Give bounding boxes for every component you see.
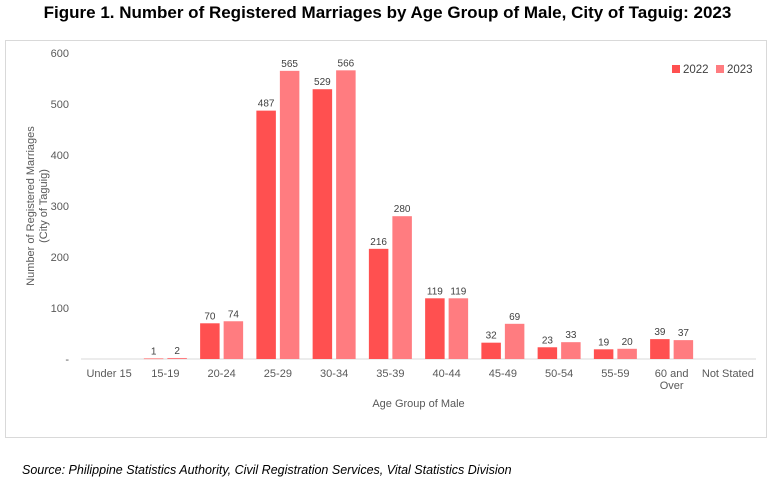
y-tick-label: 200: [51, 252, 69, 264]
bar-2023: [617, 348, 637, 359]
data-label: 119: [450, 286, 466, 297]
data-label: 20: [622, 337, 634, 348]
x-tick-label: 55-59: [601, 368, 629, 380]
bar-2023: [336, 70, 356, 359]
bar-2022: [481, 342, 501, 359]
y-tick-label: 500: [51, 99, 69, 111]
bar-2023: [504, 323, 525, 359]
chart-area: - 100 200 300 400 500 600 Under 15 1 2 15-19 70 74 20…: [5, 40, 767, 438]
data-label: 19: [598, 337, 610, 348]
x-tick-label: 35-39: [376, 368, 404, 380]
data-label: 566: [338, 58, 355, 69]
data-label: 529: [314, 77, 331, 88]
legend-label: 2023: [727, 64, 753, 76]
data-label: 216: [370, 237, 387, 248]
bar-2022: [650, 339, 670, 359]
figure-title: Figure 1. Number of Registered Marriages…: [43, 3, 732, 22]
x-tick-label: 25-29: [264, 368, 292, 380]
y-tick-label: 100: [51, 303, 69, 315]
bar-2023: [167, 357, 187, 359]
y-axis-title: (City of Taguig): [38, 169, 50, 243]
y-tick-label: 400: [51, 150, 69, 162]
bar-2023: [392, 216, 412, 359]
bar-2023: [448, 298, 469, 359]
data-label: 74: [228, 309, 240, 320]
x-tick-label: 50-54: [545, 368, 573, 380]
x-tick-label: 45-49: [489, 368, 517, 380]
bar-2023: [223, 321, 244, 359]
y-axis-title: Number of Registered Marriages: [25, 126, 37, 286]
bar-2022: [593, 349, 614, 359]
data-label: 280: [394, 204, 411, 215]
data-label: 119: [427, 286, 443, 297]
data-label: 39: [654, 327, 666, 338]
data-label: 33: [565, 330, 577, 341]
legend-swatch-2023: [716, 65, 724, 73]
x-tick-label: 20-24: [208, 368, 236, 380]
data-label: 37: [678, 328, 690, 339]
data-label: 2: [174, 346, 180, 357]
x-tick-label: Over: [660, 380, 684, 392]
bar-chart: - 100 200 300 400 500 600 Under 15 1 2 15-19 70 74 20…: [25, 48, 756, 410]
data-label: 487: [258, 99, 275, 110]
x-tick-label: Under 15: [86, 368, 131, 380]
bar-2023: [561, 342, 581, 359]
bar-2022: [537, 347, 558, 359]
x-tick-label: 40-44: [433, 368, 461, 380]
legend-label: 2022: [683, 64, 709, 76]
y-tick-label: 600: [51, 48, 69, 60]
x-tick-label: 15-19: [151, 368, 179, 380]
y-tick-label: 300: [51, 201, 69, 213]
y-tick-label: -: [65, 354, 69, 366]
data-label: 69: [509, 312, 521, 323]
bar-2022: [143, 358, 164, 360]
bar-2022: [256, 110, 276, 359]
x-tick-label: Not Stated: [702, 368, 754, 380]
x-axis-title: Age Group of Male: [372, 398, 464, 410]
data-label: 23: [542, 335, 554, 346]
x-tick-label: 60 and: [655, 368, 689, 380]
bar-2023: [673, 340, 694, 359]
data-label: 70: [204, 311, 216, 322]
data-label: 1: [151, 346, 157, 357]
legend-swatch-2022: [672, 65, 680, 73]
data-label: 32: [486, 331, 498, 342]
data-label: 565: [281, 59, 298, 70]
source-note: Source: Philippine Statistics Authority,…: [22, 463, 512, 477]
bar-2023: [279, 70, 300, 359]
bar-2022: [425, 298, 445, 359]
bar-2022: [368, 248, 389, 359]
bar-2022: [312, 89, 333, 360]
bar-2022: [200, 323, 220, 359]
x-tick-label: 30-34: [320, 368, 348, 380]
